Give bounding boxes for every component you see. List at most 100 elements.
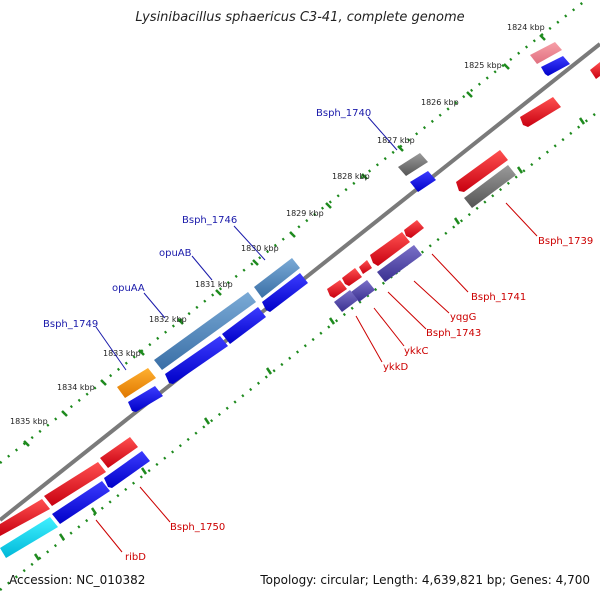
gene-feature[interactable]	[410, 171, 436, 192]
gene-feature[interactable]	[351, 280, 375, 302]
gene-label-bsph-1749[interactable]: Bsph_1749	[43, 319, 98, 330]
connector-bsph-1749	[95, 326, 127, 371]
connector-bsph-1743	[387, 291, 427, 330]
gene-label-opuaa[interactable]: opuAA	[112, 283, 145, 294]
gene-feature[interactable]	[456, 150, 508, 192]
connector-ribd	[95, 519, 123, 553]
gene-feature[interactable]	[464, 165, 516, 208]
gene-feature[interactable]	[342, 268, 362, 286]
tick-label: 1825 kbp	[464, 61, 502, 70]
tick-mark	[203, 417, 211, 425]
label-connectors	[95, 116, 538, 553]
tick-mark	[33, 553, 41, 561]
gene-feature[interactable]	[154, 292, 256, 370]
outer-strand-features	[0, 42, 570, 558]
connector-bsph-1740	[367, 116, 398, 151]
tick-mark	[466, 91, 473, 98]
gene-feature[interactable]	[590, 62, 600, 79]
tick-mark	[328, 317, 336, 325]
genome-summary-text: Topology: circular; Length: 4,639,821 bp…	[260, 573, 590, 587]
connector-bsph-1746	[233, 225, 266, 261]
gene-label-bsph-1741[interactable]: Bsph_1741	[471, 292, 526, 303]
gene-label-bsph-1740[interactable]: Bsph_1740	[316, 108, 371, 119]
gene-feature[interactable]	[359, 260, 372, 274]
gene-feature[interactable]	[222, 307, 266, 344]
gene-feature[interactable]	[530, 42, 562, 64]
gene-feature[interactable]	[398, 153, 428, 176]
gene-feature[interactable]	[254, 258, 300, 298]
tick-mark	[325, 202, 332, 209]
tick-label: 1833 kbp	[103, 349, 141, 358]
tick-mark	[90, 507, 98, 515]
tick-mark	[61, 410, 68, 417]
gene-label-opuab[interactable]: opuAB	[159, 248, 192, 259]
tick-mark	[100, 379, 107, 386]
gene-feature[interactable]	[117, 368, 156, 398]
tick-label: 1826 kbp	[421, 98, 459, 107]
gene-feature[interactable]	[262, 273, 308, 312]
gene-feature[interactable]	[520, 97, 561, 127]
gene-feature[interactable]	[0, 499, 50, 536]
inner-dotted-ring	[0, 109, 600, 591]
outer-gene-labels: Bsph_1740 Bsph_1746 opuAB opuAA Bsph_174…	[43, 108, 371, 330]
gene-label-ribd[interactable]: ribD	[125, 552, 146, 563]
tick-mark	[397, 145, 404, 152]
tick-label: 1829 kbp	[286, 209, 324, 218]
tick-mark	[503, 63, 510, 70]
tick-label: 1830 kbp	[241, 244, 279, 253]
inner-gene-labels: Bsph_1739 Bsph_1741 yqgG Bsph_1743 ykkC …	[125, 236, 593, 563]
tick-mark	[453, 217, 461, 225]
tick-mark	[215, 289, 222, 296]
gene-feature[interactable]	[128, 386, 163, 412]
tick-mark	[177, 318, 184, 325]
accession-text: Accession: NC_010382	[9, 573, 146, 587]
tick-labels: 1824 kbp 1825 kbp 1826 kbp 1827 kbp 1828…	[10, 23, 545, 426]
gene-feature[interactable]	[44, 462, 106, 506]
gene-feature[interactable]	[165, 336, 228, 384]
inner-strand-features	[327, 62, 600, 312]
tick-mark	[516, 166, 524, 174]
gene-feature[interactable]	[327, 280, 347, 298]
gene-label-yqgg[interactable]: yqgG	[450, 312, 476, 323]
gene-feature[interactable]	[370, 232, 410, 266]
gene-feature[interactable]	[334, 290, 358, 312]
tick-mark	[140, 467, 148, 475]
tick-label: 1827 kbp	[377, 136, 415, 145]
connector-ykkd	[355, 315, 383, 363]
gene-feature[interactable]	[104, 451, 150, 488]
gene-label-bsph-1750[interactable]: Bsph_1750	[170, 522, 225, 533]
tick-mark	[252, 259, 259, 266]
gene-feature[interactable]	[541, 56, 570, 76]
gene-feature[interactable]	[377, 245, 422, 282]
tick-mark	[361, 173, 368, 180]
gene-feature[interactable]	[100, 437, 138, 468]
connector-bsph-1739	[505, 202, 538, 237]
tick-mark	[23, 440, 30, 447]
tick-mark	[539, 34, 546, 41]
gene-label-bsph-1739[interactable]: Bsph_1739	[538, 236, 593, 247]
connector-ykkc	[373, 307, 405, 347]
connector-bsph-1750	[139, 486, 171, 523]
tick-label: 1824 kbp	[507, 23, 545, 32]
tick-label: 1828 kbp	[332, 172, 370, 181]
tick-mark	[289, 231, 296, 238]
tick-label: 1831 kbp	[195, 280, 233, 289]
gene-label-ykkc[interactable]: ykkC	[404, 346, 429, 357]
connector-opuaa	[143, 292, 166, 319]
gene-feature[interactable]	[0, 517, 58, 558]
connector-opuab	[191, 255, 213, 281]
tick-label: 1832 kbp	[149, 315, 187, 324]
tick-mark	[265, 367, 273, 375]
tick-mark	[578, 117, 586, 125]
gene-label-bsph-1743[interactable]: Bsph_1743	[426, 328, 481, 339]
gene-feature[interactable]	[52, 481, 110, 524]
connector-yqgg	[413, 280, 450, 314]
map-title: Lysinibacillus sphaericus C3-41, complet…	[135, 10, 465, 25]
tick-mark	[138, 349, 145, 356]
gene-feature[interactable]	[404, 220, 424, 238]
gene-label-ykkd[interactable]: ykkD	[383, 362, 409, 373]
outer-ring-ticks	[23, 34, 546, 447]
gene-label-bsph-1746[interactable]: Bsph_1746	[182, 215, 237, 226]
